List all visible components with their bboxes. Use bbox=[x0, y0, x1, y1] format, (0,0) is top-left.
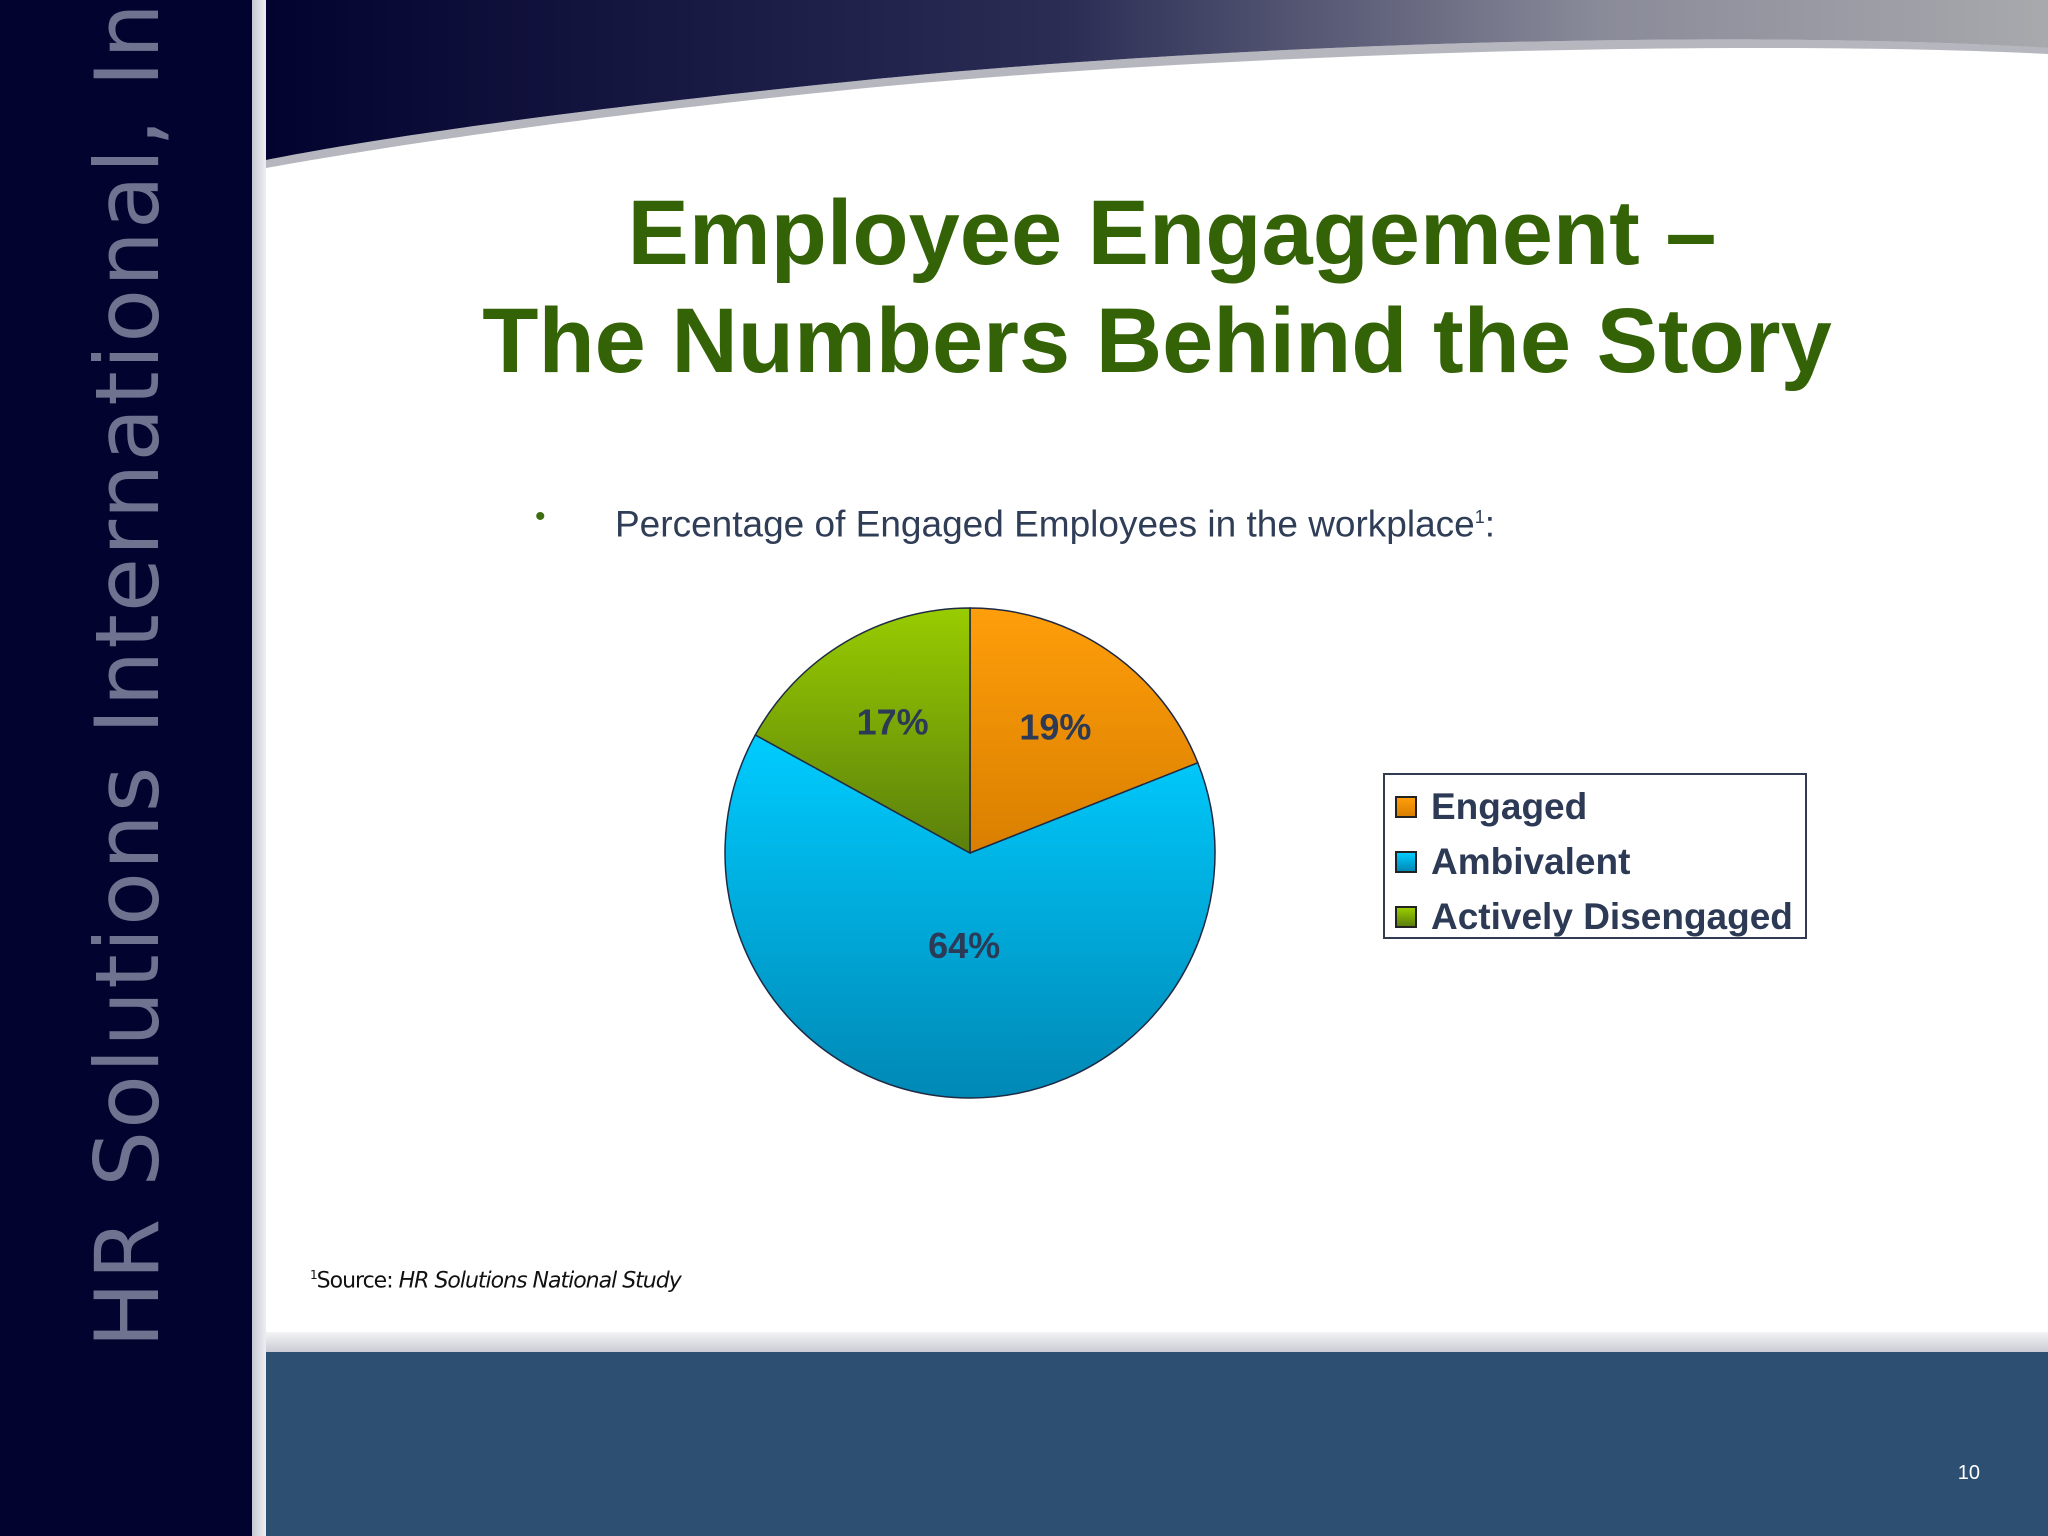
chart-legend: Engaged Ambivalent Actively Disengaged bbox=[1383, 773, 1807, 939]
source-mark: 1 bbox=[310, 1268, 318, 1282]
legend-label: Actively Disengaged bbox=[1431, 896, 1793, 937]
source-note: 1Source: HR Solutions National Study bbox=[310, 1268, 682, 1294]
footer-shadow bbox=[266, 1332, 2048, 1352]
bullet-text-line: Percentage of Engaged Employees in the w… bbox=[615, 492, 1495, 549]
source-title: HR Solutions National Study bbox=[398, 1268, 682, 1294]
header-swoosh bbox=[266, 0, 2048, 169]
bullet-dot-icon: • bbox=[535, 500, 546, 533]
source-label: Source: bbox=[316, 1268, 394, 1294]
pie-label-ambivalent: 64% bbox=[928, 925, 1000, 966]
bullet-footnote-mark: 1 bbox=[1474, 507, 1485, 527]
bullet-text: Percentage of Engaged Employees in the w… bbox=[615, 503, 1475, 545]
legend-label: Ambivalent bbox=[1431, 841, 1631, 882]
slide-title: Employee Engagement – The Numbers Behind… bbox=[266, 180, 2048, 396]
footer-band bbox=[266, 1352, 2048, 1536]
page-number: 10 bbox=[1957, 1462, 1980, 1484]
legend-item-engaged: Engaged bbox=[1395, 786, 1588, 827]
pie-slice-engaged bbox=[969, 607, 1199, 855]
legend-label: Engaged bbox=[1431, 786, 1588, 827]
legend-item-actively-disengaged: Actively Disengaged bbox=[1395, 896, 1793, 937]
sidebar-divider bbox=[252, 0, 266, 1536]
title-line-2: The Numbers Behind the Story bbox=[482, 290, 1832, 392]
pie-slice-actively-disengaged bbox=[754, 607, 971, 855]
sidebar bbox=[0, 0, 252, 1536]
title-line-1: Employee Engagement – bbox=[627, 182, 1717, 284]
legend-swatch bbox=[1395, 906, 1417, 928]
legend-swatch bbox=[1395, 851, 1417, 873]
legend-item-ambivalent: Ambivalent bbox=[1395, 841, 1631, 882]
legend-swatch bbox=[1395, 796, 1417, 818]
pie-label-engaged: 19% bbox=[1019, 706, 1091, 747]
pie-label-actively-disengaged: 17% bbox=[857, 701, 929, 742]
pie-slice-ambivalent bbox=[724, 733, 1216, 1099]
bullet-suffix: : bbox=[1484, 503, 1496, 545]
